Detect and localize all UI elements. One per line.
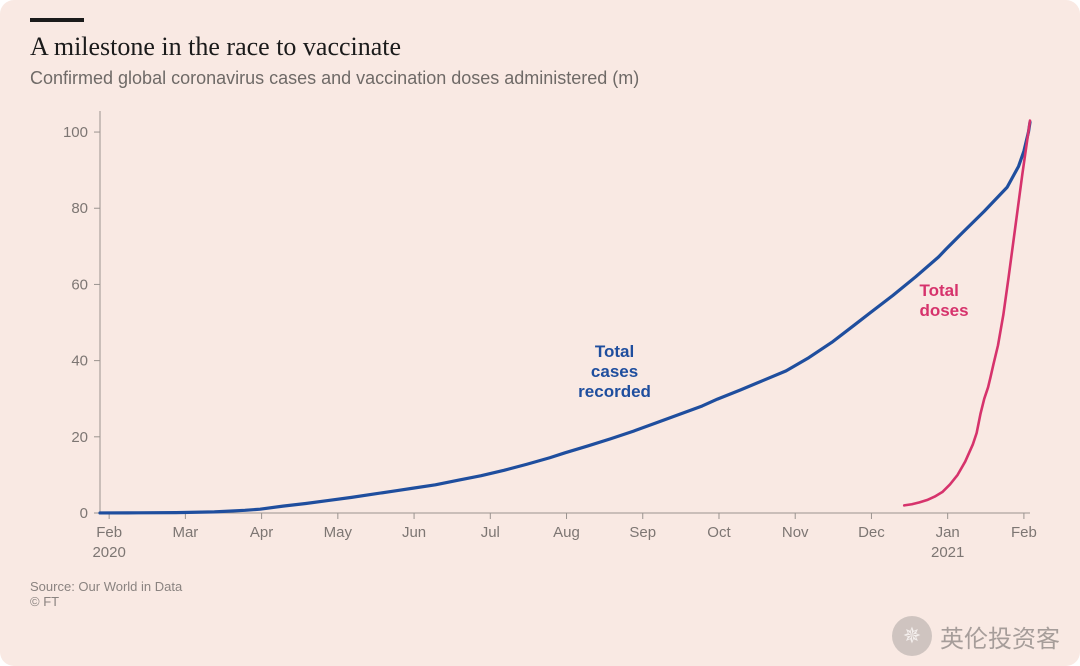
svg-text:80: 80 xyxy=(71,200,88,217)
svg-text:Dec: Dec xyxy=(858,524,885,541)
svg-text:Jul: Jul xyxy=(481,524,500,541)
chart-subtitle: Confirmed global coronavirus cases and v… xyxy=(30,68,1050,89)
chart-title: A milestone in the race to vaccinate xyxy=(30,32,1050,62)
svg-text:2021: 2021 xyxy=(931,544,964,561)
svg-text:100: 100 xyxy=(63,124,88,141)
svg-text:40: 40 xyxy=(71,353,88,370)
svg-text:Jun: Jun xyxy=(402,524,426,541)
chart-card: A milestone in the race to vaccinate Con… xyxy=(0,0,1080,666)
annotation-doses: Total xyxy=(919,281,958,300)
svg-text:0: 0 xyxy=(80,505,88,522)
svg-text:Mar: Mar xyxy=(172,524,198,541)
chart-source: Source: Our World in Data © FT xyxy=(30,579,1050,609)
svg-text:Jan: Jan xyxy=(936,524,960,541)
annotation-doses: doses xyxy=(919,301,968,320)
svg-text:May: May xyxy=(324,524,353,541)
svg-text:Feb: Feb xyxy=(1011,524,1037,541)
svg-text:20: 20 xyxy=(71,429,88,446)
chart-plot: 0 20 40 60 80 100 Feb 2020 Mar Apr May Jun Jul Aug Sep… xyxy=(30,103,1050,573)
svg-text:2020: 2020 xyxy=(92,544,125,561)
annotation-cases: cases xyxy=(591,362,638,381)
chart-svg: 0 20 40 60 80 100 Feb 2020 Mar Apr May Jun Jul Aug Sep… xyxy=(30,103,1050,573)
chart-inner: A milestone in the race to vaccinate Con… xyxy=(0,0,1080,666)
series-cases xyxy=(100,122,1030,513)
annotation-cases: Total xyxy=(595,342,634,361)
svg-text:Aug: Aug xyxy=(553,524,580,541)
svg-text:Sep: Sep xyxy=(629,524,656,541)
svg-text:Nov: Nov xyxy=(782,524,809,541)
svg-text:Apr: Apr xyxy=(250,524,273,541)
title-kicker xyxy=(30,18,84,22)
svg-text:Feb: Feb xyxy=(96,524,122,541)
annotation-cases: recorded xyxy=(578,382,651,401)
svg-text:Oct: Oct xyxy=(707,524,731,541)
svg-text:60: 60 xyxy=(71,276,88,293)
